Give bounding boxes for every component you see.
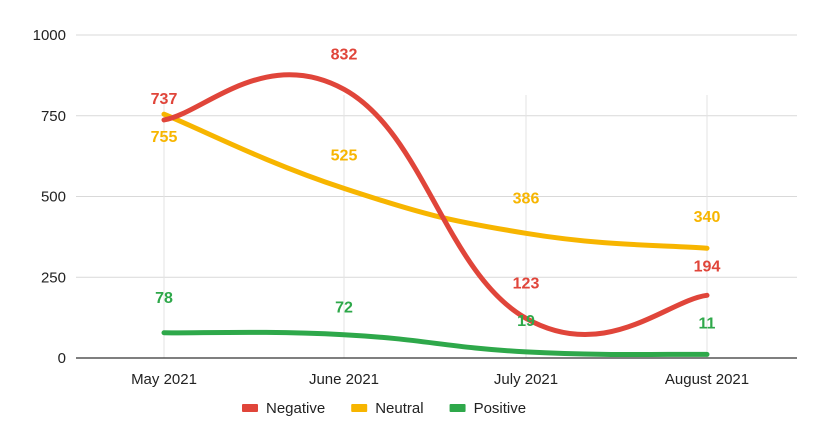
data-label-neutral: 755 — [151, 129, 178, 146]
dropline-layer — [163, 95, 708, 358]
data-label-positive: 78 — [155, 290, 173, 307]
legend-label-positive: Positive — [474, 400, 527, 417]
x-tick-label: July 2021 — [494, 371, 558, 388]
legend-swatch-negative — [242, 404, 258, 412]
legend-label-negative: Negative — [266, 400, 325, 417]
data-label-positive: 72 — [335, 300, 353, 317]
y-tick-label: 750 — [41, 108, 66, 125]
series-line-positive — [161, 329, 710, 358]
series-line-negative — [161, 72, 710, 338]
y-tick-label: 250 — [41, 269, 66, 286]
legend-label-neutral: Neutral — [375, 400, 423, 417]
axis-layer: 0 250 500 750 1000 May 2021 June 2021 July 2021… — [33, 27, 797, 388]
series-layer — [161, 72, 710, 358]
data-label-positive: 19 — [517, 313, 535, 330]
data-label-layer: 78 72 19 11 755 525 386 340 737 832 123 194 — [151, 46, 721, 332]
y-tick-label: 500 — [41, 189, 66, 206]
data-label-positive: 11 — [699, 315, 716, 332]
data-label-negative: 737 — [151, 91, 178, 108]
series-line-neutral — [161, 111, 710, 251]
data-label-neutral: 525 — [331, 147, 358, 164]
data-label-negative: 832 — [331, 46, 358, 63]
data-label-negative: 123 — [513, 275, 540, 292]
data-label-neutral: 340 — [694, 209, 721, 226]
legend: Negative Neutral Positive — [242, 400, 526, 417]
x-tick-label: June 2021 — [309, 371, 379, 388]
y-tick-label: 0 — [58, 350, 66, 367]
data-label-negative: 194 — [694, 258, 721, 275]
grid-layer — [76, 34, 797, 278]
x-tick-label: May 2021 — [131, 371, 197, 388]
legend-swatch-positive — [449, 404, 466, 412]
y-tick-label: 1000 — [33, 27, 66, 44]
legend-swatch-neutral — [351, 404, 368, 412]
data-label-neutral: 386 — [513, 190, 540, 207]
x-tick-label: August 2021 — [665, 371, 749, 388]
